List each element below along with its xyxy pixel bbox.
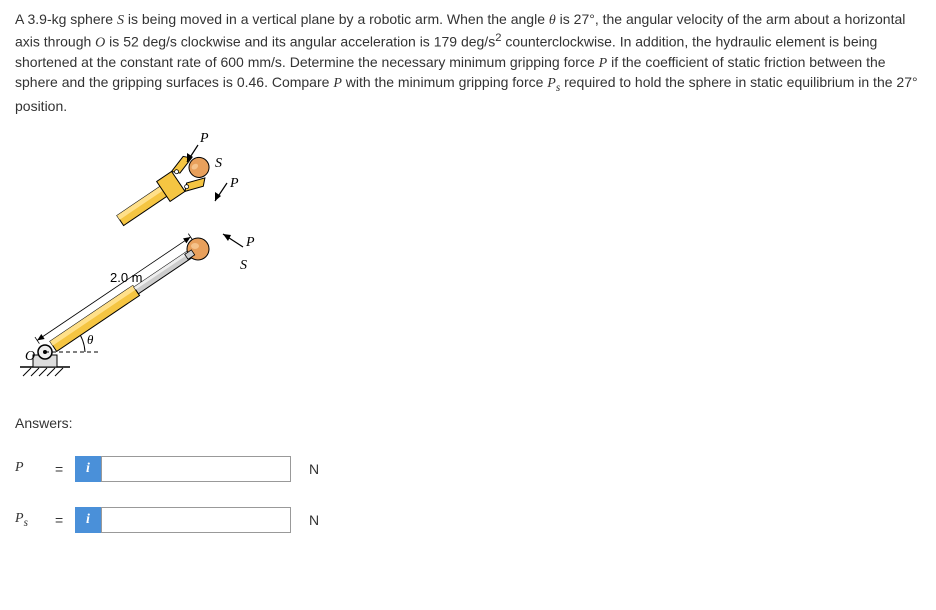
answer-row-p: P = i N — [15, 456, 921, 482]
info-icon[interactable]: i — [75, 507, 101, 533]
answer-unit-p: N — [309, 461, 319, 477]
ground-icon — [20, 367, 70, 376]
equals-sign: = — [55, 512, 75, 528]
angle-label: θ — [87, 332, 94, 347]
force-label-lower: P — [245, 235, 255, 250]
sphere-upper-label: S — [215, 156, 222, 171]
force-label-upper-2: P — [229, 176, 239, 191]
answers-heading: Answers: — [15, 415, 921, 431]
equals-sign: = — [55, 461, 75, 477]
problem-statement: A 3.9-kg sphere S is being moved in a ve… — [15, 10, 921, 117]
answer-row-ps: Ps = i N — [15, 507, 921, 533]
answer-input-p[interactable] — [101, 456, 291, 482]
problem-figure: O θ 2.0 m S P — [15, 132, 921, 395]
answer-var-p: P — [15, 460, 55, 478]
answer-var-ps: Ps — [15, 511, 55, 529]
answer-input-ps[interactable] — [101, 507, 291, 533]
force-label-upper-1: P — [199, 132, 209, 146]
arm-length-label: 2.0 m — [110, 270, 143, 285]
info-icon[interactable]: i — [75, 456, 101, 482]
sphere-lower-label: S — [240, 258, 247, 273]
pivot-label: O — [25, 349, 35, 364]
answer-unit-ps: N — [309, 512, 319, 528]
